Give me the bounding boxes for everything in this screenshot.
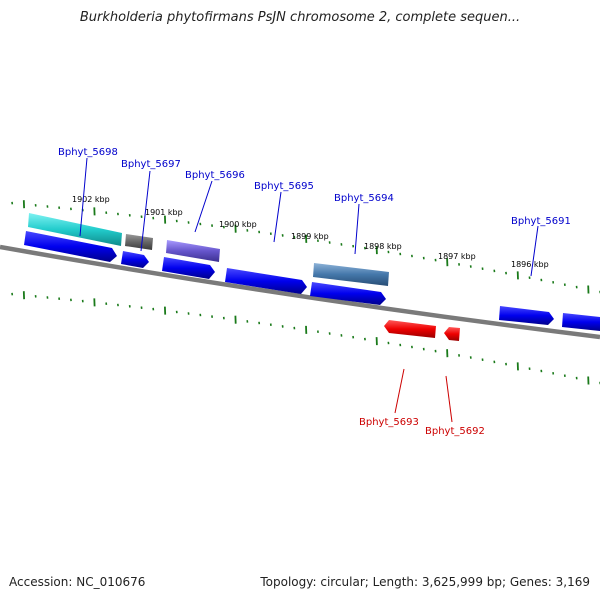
leader-line [140,170,151,252]
gene-arrow-continuation[interactable] [562,313,600,331]
feature-track [28,213,389,286]
leader-line [273,191,282,243]
accession-label: Accession: NC_010676 [9,575,146,589]
feature-bar-steel[interactable] [313,263,389,286]
gene-arrow-bphyt-5696[interactable] [162,257,215,279]
gene-label-bphyt-5691[interactable]: Bphyt_5691 [511,216,571,227]
tick-labels: 1902 kbp 1901 kbp 1900 kbp 1899 kbp 1898… [72,195,549,269]
tick-label: 1897 kbp [438,252,476,261]
leader-line [79,157,88,237]
gene-arrow-bphyt-5695[interactable] [225,268,307,294]
chromosome-backbone [0,244,600,340]
gene-arrow-bphyt-5698[interactable] [24,231,117,262]
gene-arrow-bphyt-5697[interactable] [121,251,149,268]
tick-label: 1900 kbp [219,220,257,229]
feature-bar-purple[interactable] [166,240,220,262]
forward-gene-track [24,231,600,331]
lower-tick-track [11,291,600,385]
gene-label-bphyt-5694[interactable]: Bphyt_5694 [334,193,394,204]
feature-bar-cyan[interactable] [28,213,122,246]
tick-label: 1899 kbp [291,232,329,241]
gene-label-bphyt-5692[interactable]: Bphyt_5692 [425,426,485,437]
gene-arrow-bphyt-5694[interactable] [310,282,386,305]
leader-line [194,180,213,233]
upper-tick-track [11,200,600,294]
tick-label: 1901 kbp [145,208,183,217]
leader-line [530,225,539,277]
gene-labels: Bphyt_5698 Bphyt_5697 Bphyt_5696 Bphyt_5… [58,147,571,437]
reverse-gene-track [384,320,460,341]
genome-summary: Topology: circular; Length: 3,625,999 bp… [260,575,590,589]
gene-label-bphyt-5693[interactable]: Bphyt_5693 [359,417,419,428]
map-title: Burkholderia phytofirmans PsJN chromosom… [79,10,521,25]
tick-label: 1896 kbp [511,260,549,269]
gene-label-bphyt-5696[interactable]: Bphyt_5696 [185,170,245,181]
leader-line [394,368,405,414]
gene-arrow-bphyt-5691[interactable] [499,306,554,325]
leader-line [445,375,453,423]
gene-label-bphyt-5697[interactable]: Bphyt_5697 [121,159,181,170]
tick-label: 1902 kbp [72,195,110,204]
gene-label-bphyt-5698[interactable]: Bphyt_5698 [58,147,118,158]
gene-leader-lines [79,157,539,423]
gene-label-bphyt-5695[interactable]: Bphyt_5695 [254,181,314,192]
leader-line [354,203,360,255]
tick-label: 1898 kbp [364,242,402,251]
feature-bar-gray[interactable] [125,234,153,250]
gene-arrow-bphyt-5693[interactable] [384,320,436,338]
gene-arrow-bphyt-5692[interactable] [444,327,460,341]
